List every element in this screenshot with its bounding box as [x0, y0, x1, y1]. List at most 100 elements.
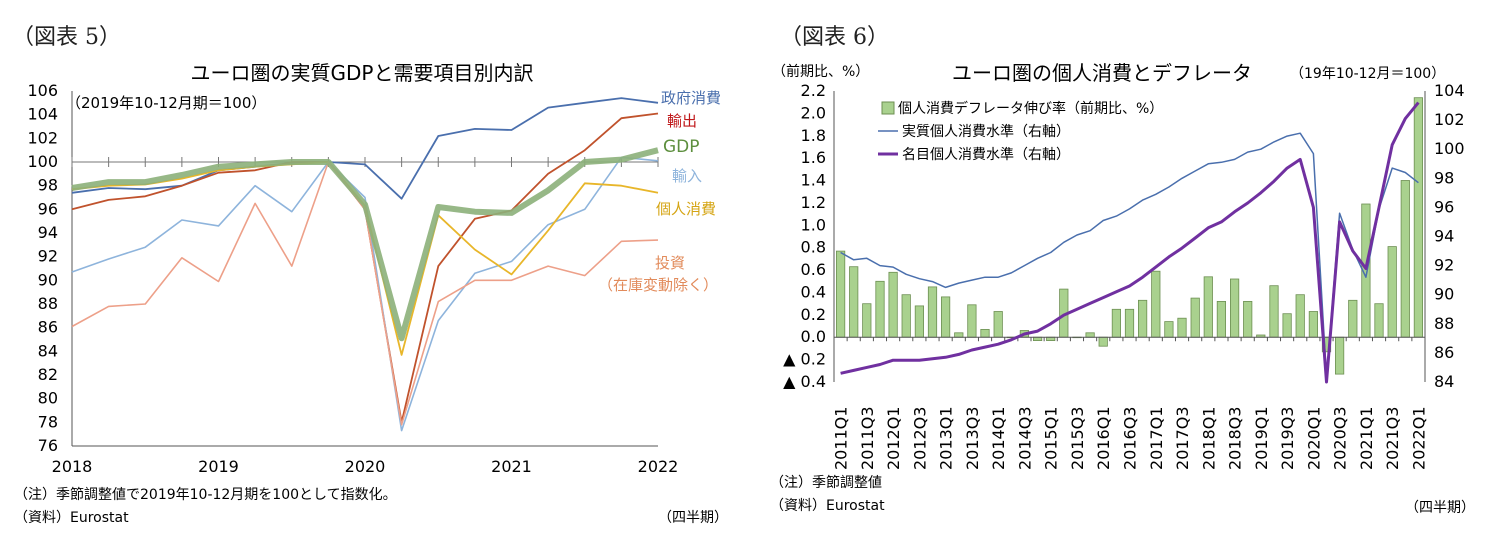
- figure5-source: （資料）Eurostat: [14, 510, 129, 526]
- figure6-right-tick-label: 92: [1434, 256, 1454, 275]
- figure5-y-tick-label: 104: [27, 105, 58, 124]
- figure6-bar-2017Q2: [1164, 321, 1174, 338]
- figure6-bar-2011Q4: [875, 280, 885, 338]
- figure6-left-tick-label: ▲ 0.2: [783, 350, 826, 369]
- figure6-bar-2012Q1: [888, 271, 898, 338]
- figure6-bar-2017Q4: [1190, 297, 1200, 338]
- figure6-left-tick-label: 2.0: [801, 103, 826, 122]
- figure6-x-tick-label: 2014Q3: [1015, 406, 1034, 470]
- figure6-x-tick-label: 2011Q3: [858, 406, 877, 470]
- figure5-legend: 政府消費 輸出 GDP 輸入 個人消費 投資 （在庫変動除く）: [598, 89, 721, 294]
- figure5-y-axis: 106 104 102 100 98 96 94 92 90 88 86 84 82 80 78 76: [27, 81, 58, 455]
- figure5-y-tick-label: 102: [27, 128, 58, 147]
- figure6-plot-area: [833, 91, 1426, 384]
- figure6-bar-2013Q4: [980, 328, 990, 338]
- figure6-left-tick-label: ▲ 0.4: [783, 372, 826, 391]
- figure6-x-tick-label: 2011Q1: [832, 407, 851, 471]
- figure6-left-tick-label: 1.2: [801, 193, 826, 212]
- figure5-period: （四半期）: [658, 510, 728, 526]
- figure6-bar-2011Q3: [862, 303, 872, 338]
- figure5-x-tick-label: 2018: [52, 457, 93, 476]
- figure5-x-tick-label: 2021: [491, 457, 532, 476]
- figure6-bar-2012Q4: [927, 286, 938, 338]
- figure5-x-tick-label: 2019: [198, 457, 239, 476]
- figure6-label: （図表 6）: [780, 25, 889, 50]
- figure6-x-tick-label: 2013Q3: [963, 407, 982, 471]
- legend-private-consumption: 個人消費: [656, 200, 716, 218]
- figure6-bar-2018Q3: [1230, 278, 1240, 338]
- figure6-right-tick-label: 104: [1434, 81, 1465, 100]
- legend-deflator-swatch: [881, 101, 895, 115]
- figure6-x-tick-label: 2013Q1: [937, 406, 956, 470]
- figure6-bar-2011Q1: [836, 250, 846, 338]
- figure5-y-tick-label: 84: [38, 341, 58, 360]
- figure6-left-tick-label: 1.6: [801, 148, 826, 167]
- figure5-y-tick-label: 90: [38, 270, 58, 289]
- figure6-legend: 個人消費デフレータ伸び率（前期比、%） 実質個人消費水準（右軸） 名目個人消費水…: [878, 100, 1163, 163]
- figure5-y-tick-label: 92: [38, 247, 58, 266]
- figure5-series-line-5: [71, 147, 659, 342]
- figure5-note: （注）季節調整値で2019年10-12月期を100として指数化。: [14, 486, 397, 503]
- figure6-title: ユーロ圏の個人消費とデフレータ: [952, 61, 1252, 85]
- figure6-x-tick-label: 2020Q1: [1304, 407, 1323, 471]
- figure5-y-tick-label: 106: [27, 81, 58, 100]
- figure5-y-tick-label: 98: [38, 176, 58, 195]
- figure5-x-axis: 2018 2019 2020 2021 2022: [52, 457, 679, 476]
- figure6-right-unit: （19年10-12月＝100）: [1290, 66, 1445, 82]
- figure6-x-tick-label: 2016Q3: [1121, 407, 1140, 471]
- figure6-note: （注）季節調整値: [770, 474, 882, 491]
- figure6-left-tick-label: 0.2: [801, 305, 826, 324]
- figure6-bar-2016Q2: [1111, 308, 1121, 338]
- figure6-bar-2020Q3: [1335, 336, 1345, 375]
- legend-deflator-label: 個人消費デフレータ伸び率（前期比、%）: [898, 100, 1163, 117]
- figure6-bar-2021Q3: [1387, 246, 1397, 338]
- legend-exports: 輸出: [667, 112, 697, 130]
- figure6-series-line-1: [840, 132, 1419, 379]
- legend-gdp: GDP: [663, 137, 700, 157]
- figure5-label: （図表 5）: [12, 25, 121, 50]
- figure6-x-tick-label: 2022Q1: [1409, 406, 1428, 470]
- legend-imports: 輸入: [672, 167, 702, 185]
- figure5-y-tick-label: 86: [38, 318, 58, 337]
- figure6-left-tick-label: 0.4: [801, 282, 826, 301]
- figure6-left-tick-label: 0.8: [801, 238, 826, 257]
- figure6-bar-2021Q2: [1374, 303, 1384, 338]
- figure6-bar-2022Q1: [1413, 97, 1423, 338]
- figure6-x-tick-label: 2014Q1: [989, 407, 1008, 471]
- figure6-x-tick-label: 2021Q1: [1357, 407, 1376, 471]
- figure5-y-tick-label: 100: [27, 152, 58, 171]
- figure6-bar-2016Q3: [1124, 308, 1135, 338]
- figure6-x-tick-label: 2016Q1: [1094, 406, 1113, 470]
- figure6-bar-2019Q4: [1295, 294, 1305, 338]
- figure6-bar-2021Q4: [1400, 180, 1410, 338]
- figure6-bar-2019Q2: [1269, 285, 1279, 338]
- figure6-bar-2012Q2: [901, 294, 911, 338]
- figure6-x-tick-label: 2021Q3: [1383, 407, 1402, 471]
- figure6-right-tick-label: 84: [1434, 372, 1454, 391]
- figure5-x-tick-label: 2022: [638, 457, 679, 476]
- figure6-x-tick-label: 2018Q3: [1226, 407, 1245, 471]
- figure5-y-tick-label: 80: [38, 389, 58, 408]
- figure6-right-tick-label: 100: [1434, 139, 1465, 158]
- figure5-title: ユーロ圏の実質GDPと需要項目別内訳: [191, 61, 534, 85]
- figure5-y-tick-label: 94: [38, 223, 58, 242]
- figure6-left-tick-label: 1.4: [801, 171, 826, 190]
- figure6-bar-2018Q2: [1216, 300, 1226, 338]
- figure5-plot-area: [71, 91, 659, 447]
- figure6-x-axis: 2011Q1 2011Q3 2012Q1 2012Q3 2013Q1 2013Q3 2014…: [832, 406, 1429, 470]
- legend-investment-note: （在庫変動除く）: [598, 276, 718, 294]
- legend-investment: 投資: [655, 254, 685, 272]
- figure6-period: （四半期）: [1405, 500, 1475, 516]
- figure6-left-tick-label: 0.6: [801, 260, 826, 279]
- figure5-y-tick-label: 76: [38, 436, 58, 455]
- figure6-x-tick-label: 2012Q3: [910, 407, 929, 471]
- figure6-right-tick-label: 86: [1434, 343, 1454, 362]
- legend-real-label: 実質個人消費水準（右軸）: [902, 124, 1070, 140]
- legend-nominal-label: 名目個人消費水準（右軸）: [902, 147, 1070, 163]
- figure5-series-line-0: [71, 97, 659, 200]
- figure5-y-tick-label: 82: [38, 365, 58, 384]
- figure6-right-tick-label: 98: [1434, 168, 1454, 187]
- figure6-x-tick-label: 2017Q3: [1173, 406, 1192, 470]
- figure6-bar-2013Q1: [941, 296, 951, 338]
